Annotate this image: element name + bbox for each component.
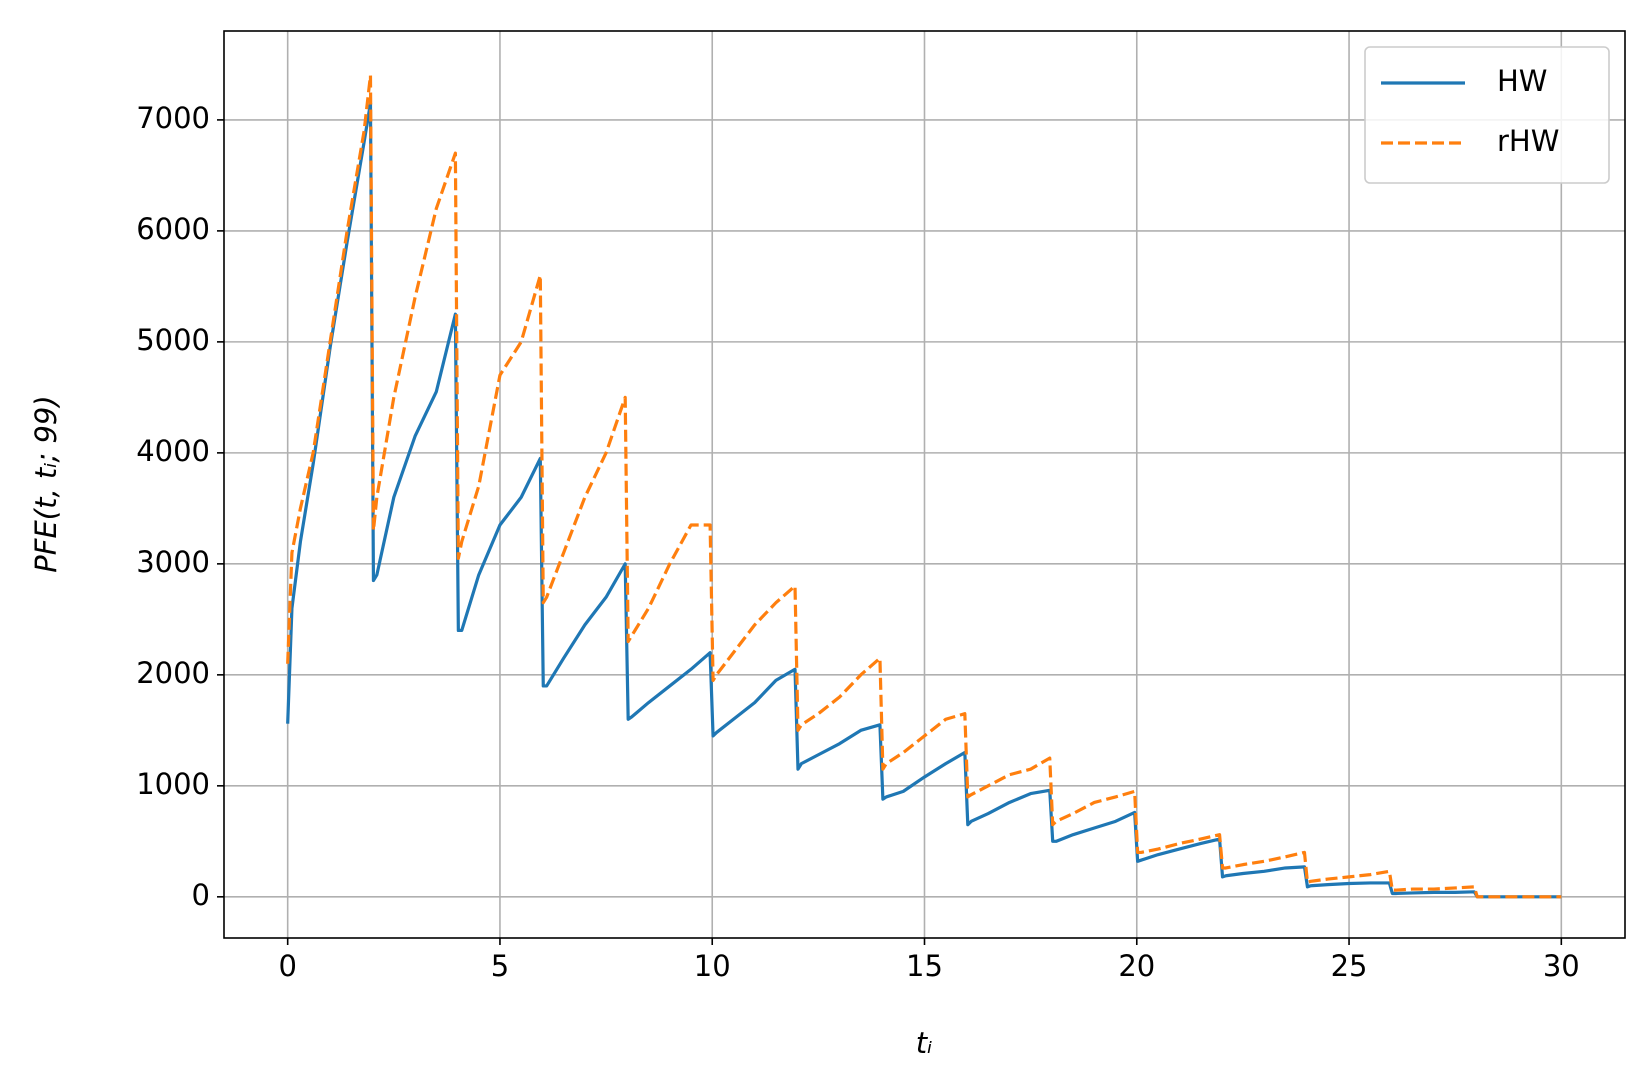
plot-frame xyxy=(223,30,1626,939)
legend-label: HW xyxy=(1497,64,1547,98)
x-tick-label: 5 xyxy=(491,949,509,983)
y-tick-label: 3000 xyxy=(136,545,210,579)
y-tick-label: 6000 xyxy=(136,212,210,246)
x-tick-label: 30 xyxy=(1543,949,1580,983)
y-axis-label: PFE(t, tᵢ; 99) xyxy=(29,395,63,572)
y-tick-label: 5000 xyxy=(136,323,210,357)
legend-box xyxy=(1364,46,1610,184)
x-tick-label: 0 xyxy=(278,949,296,983)
x-tick-label: 25 xyxy=(1331,949,1368,983)
x-axis-label: tᵢ xyxy=(916,1026,933,1060)
y-tick-label: 2000 xyxy=(136,656,210,690)
legend: HW rHW xyxy=(1364,46,1610,184)
y-tick-label: 0 xyxy=(192,878,210,912)
y-tick-label: 4000 xyxy=(136,434,210,468)
x-tick-label: 10 xyxy=(694,949,731,983)
x-tick-label: 15 xyxy=(906,949,943,983)
y-tick-label: 7000 xyxy=(136,101,210,135)
data-line xyxy=(286,101,1562,899)
legend-label: rHW xyxy=(1497,124,1559,158)
x-tick-label: 20 xyxy=(1118,949,1155,983)
data-line xyxy=(286,73,1562,899)
y-tick-label: 1000 xyxy=(136,767,210,801)
